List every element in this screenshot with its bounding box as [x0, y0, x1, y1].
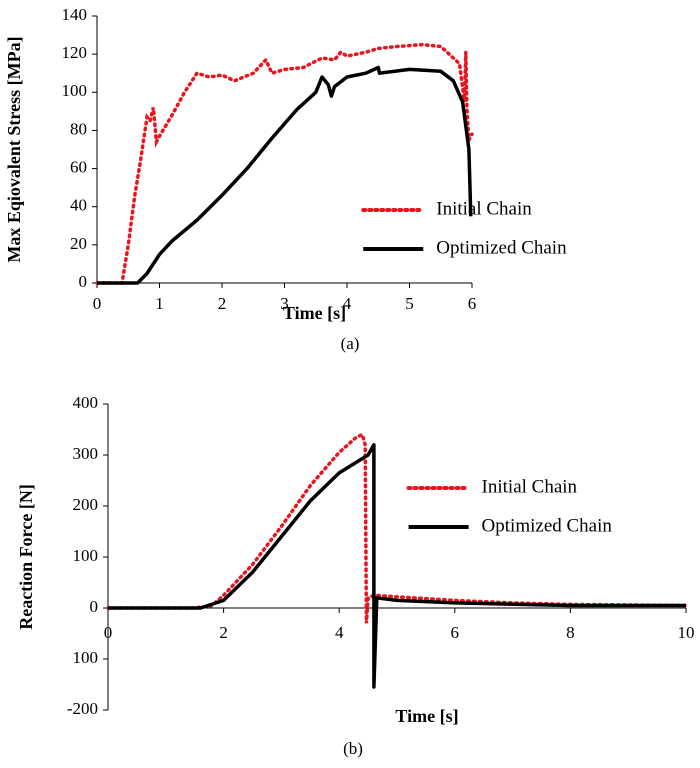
x-tick-label: 10	[678, 623, 695, 642]
x-tick-label: 0	[93, 294, 102, 313]
y-tick-label: 100	[73, 648, 99, 667]
legend-label: Initial Chain	[482, 476, 578, 497]
caption: (b)	[343, 739, 363, 758]
x-tick-label: 6	[451, 623, 460, 642]
caption: (a)	[341, 334, 360, 353]
legend-label: Initial Chain	[436, 198, 532, 219]
x-tick-label: 2	[218, 294, 227, 313]
series-line	[106, 432, 688, 624]
series-line	[108, 443, 686, 689]
y-tick-label: 0	[90, 597, 99, 616]
x-tick-label: 0	[104, 623, 113, 642]
y-tick-label: 120	[62, 43, 88, 62]
y-tick-label: 60	[70, 157, 87, 176]
x-tick-label: 1	[155, 294, 164, 313]
y-tick-label: 200	[73, 495, 99, 514]
y-axis-label: Max Eqiovalent Stress [MPa]	[4, 36, 24, 262]
y-tick-label: 80	[70, 119, 87, 138]
x-tick-label: 3	[280, 294, 289, 313]
y-tick-label: 40	[70, 196, 87, 215]
x-axis-label: Time [s]	[395, 706, 458, 726]
y-tick-label: 100	[73, 546, 99, 565]
x-axis-label: Time [s]	[283, 303, 346, 323]
legend-label: Optimized Chain	[436, 237, 567, 258]
y-tick-label: -200	[67, 699, 98, 718]
y-tick-label: 300	[73, 444, 99, 463]
series-line	[97, 65, 473, 285]
x-tick-label: 8	[566, 623, 575, 642]
y-tick-label: 140	[62, 5, 88, 24]
series-line	[95, 42, 474, 285]
y-tick-label: 20	[70, 234, 87, 253]
x-tick-label: 4	[343, 294, 352, 313]
y-tick-label: 400	[73, 393, 99, 412]
y-tick-label: 0	[79, 272, 88, 291]
x-tick-label: 2	[219, 623, 228, 642]
y-tick-label: 100	[62, 81, 88, 100]
x-tick-label: 5	[405, 294, 414, 313]
x-tick-label: 6	[468, 294, 477, 313]
legend-label: Optimized Chain	[482, 515, 613, 536]
y-axis-label: Reaction Force [N]	[16, 484, 36, 630]
x-tick-label: 4	[335, 623, 344, 642]
